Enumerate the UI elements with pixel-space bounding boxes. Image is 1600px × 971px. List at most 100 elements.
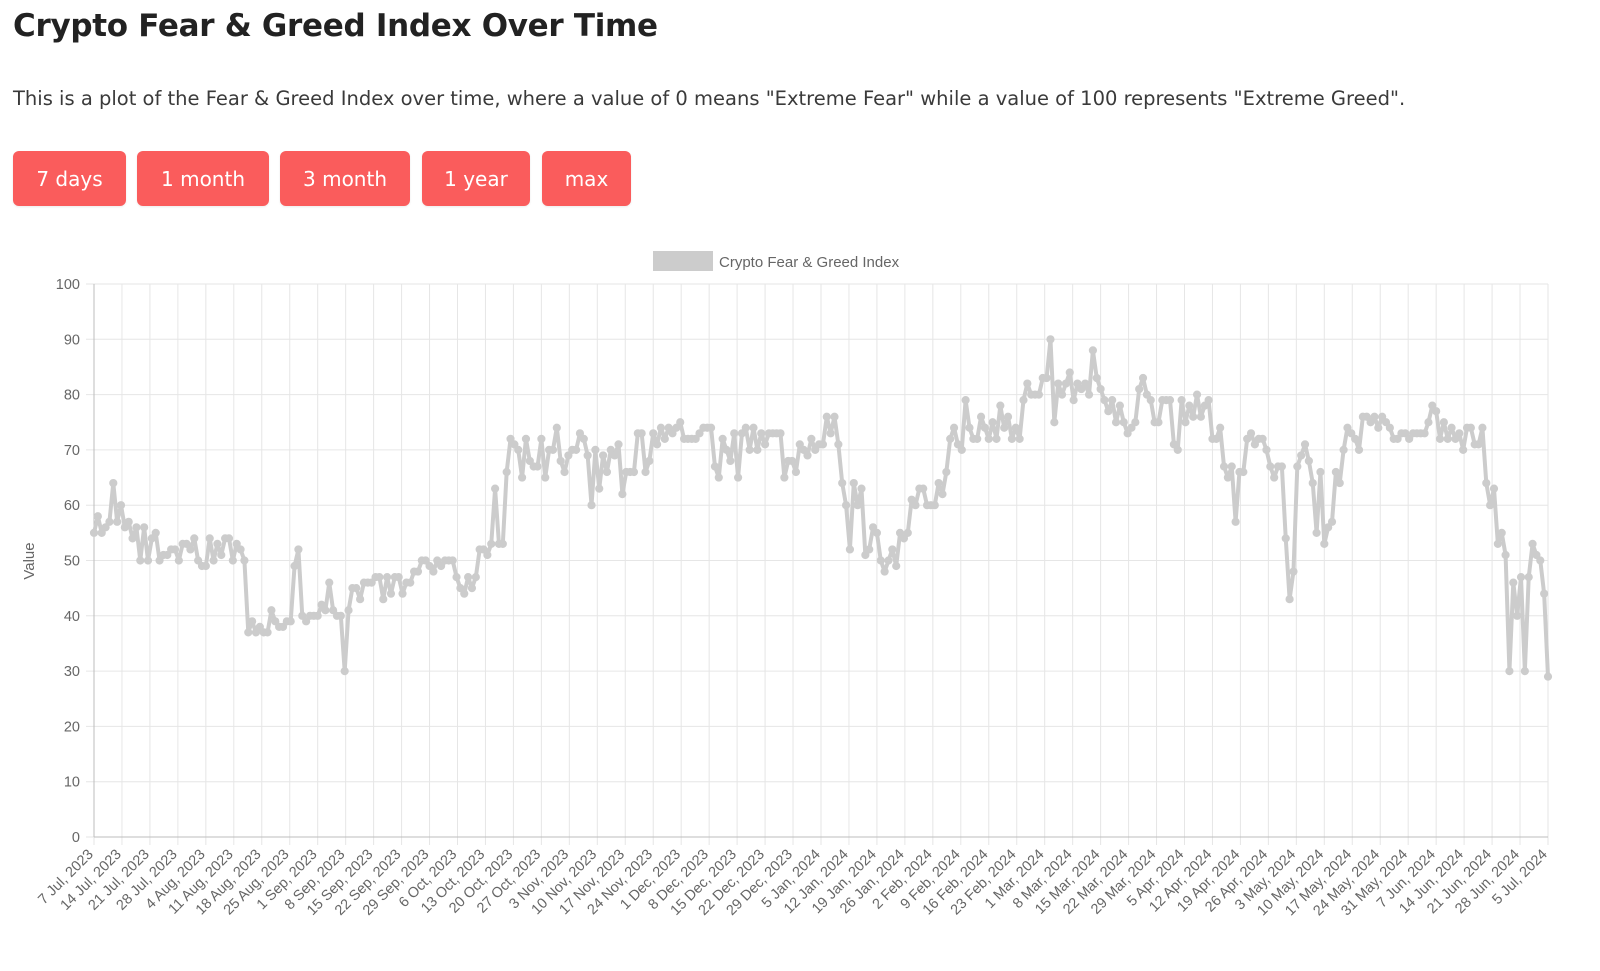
data-point[interactable]: [352, 584, 361, 593]
data-point[interactable]: [780, 473, 789, 482]
data-point[interactable]: [1528, 539, 1537, 549]
data-point[interactable]: [853, 501, 862, 510]
data-point[interactable]: [244, 628, 253, 637]
data-point[interactable]: [1304, 456, 1313, 466]
data-point[interactable]: [452, 572, 461, 582]
data-point[interactable]: [1374, 423, 1383, 432]
data-point[interactable]: [456, 584, 465, 593]
data-point[interactable]: [464, 572, 473, 582]
data-point[interactable]: [93, 512, 102, 521]
data-point[interactable]: [317, 600, 326, 609]
data-point[interactable]: [938, 490, 947, 499]
data-point[interactable]: [302, 617, 311, 626]
data-point[interactable]: [722, 445, 731, 454]
data-point[interactable]: [1073, 379, 1082, 388]
data-point[interactable]: [1428, 401, 1437, 410]
data-point[interactable]: [1185, 401, 1194, 410]
data-point[interactable]: [695, 429, 704, 438]
data-point[interactable]: [136, 556, 145, 565]
data-point[interactable]: [834, 440, 843, 449]
data-point[interactable]: [294, 545, 303, 554]
data-point[interactable]: [976, 412, 986, 421]
data-point[interactable]: [942, 467, 951, 477]
data-point[interactable]: [614, 440, 623, 449]
data-point[interactable]: [533, 462, 542, 471]
data-point[interactable]: [479, 545, 488, 554]
data-point[interactable]: [398, 589, 407, 598]
data-point[interactable]: [706, 423, 716, 432]
data-point[interactable]: [1324, 523, 1333, 532]
data-point[interactable]: [1277, 462, 1286, 471]
data-point[interactable]: [618, 490, 627, 499]
data-point[interactable]: [957, 445, 966, 454]
data-point[interactable]: [903, 528, 912, 537]
data-point[interactable]: [992, 434, 1001, 443]
data-point[interactable]: [151, 528, 160, 537]
data-point[interactable]: [857, 484, 866, 493]
data-point[interactable]: [845, 545, 855, 554]
data-point[interactable]: [1173, 445, 1182, 454]
data-point[interactable]: [1532, 550, 1541, 560]
data-point[interactable]: [518, 473, 527, 482]
data-point[interactable]: [1111, 418, 1121, 427]
data-point[interactable]: [163, 550, 172, 560]
data-point[interactable]: [872, 528, 882, 537]
data-point[interactable]: [437, 561, 446, 571]
range-7-days-button[interactable]: 7 days: [13, 151, 126, 206]
data-point[interactable]: [1192, 390, 1202, 399]
range-3-month-button[interactable]: 3 month: [280, 151, 410, 206]
data-point[interactable]: [1335, 478, 1344, 488]
data-point[interactable]: [949, 423, 959, 432]
data-point[interactable]: [290, 561, 299, 571]
data-point[interactable]: [787, 456, 797, 466]
data-point[interactable]: [502, 467, 511, 477]
data-point[interactable]: [1370, 412, 1379, 421]
data-point[interactable]: [791, 467, 801, 477]
data-point[interactable]: [861, 550, 870, 560]
data-point[interactable]: [602, 467, 612, 477]
data-point[interactable]: [116, 501, 126, 510]
data-point[interactable]: [1227, 462, 1236, 471]
data-point[interactable]: [668, 429, 677, 438]
data-point[interactable]: [537, 434, 546, 443]
data-point[interactable]: [984, 434, 993, 443]
data-point[interactable]: [541, 473, 550, 482]
data-point[interactable]: [170, 545, 180, 554]
data-point[interactable]: [1223, 473, 1232, 482]
data-point[interactable]: [1266, 462, 1275, 471]
data-point[interactable]: [124, 517, 133, 526]
data-point[interactable]: [448, 556, 457, 565]
range-1-year-button[interactable]: 1 year: [422, 151, 530, 206]
data-point[interactable]: [1493, 539, 1502, 549]
data-point[interactable]: [892, 561, 901, 571]
data-point[interactable]: [321, 606, 330, 615]
data-point[interactable]: [232, 539, 241, 549]
data-point[interactable]: [1347, 429, 1356, 438]
data-point[interactable]: [595, 484, 604, 493]
data-point[interactable]: [953, 440, 963, 449]
data-point[interactable]: [1509, 578, 1518, 587]
data-point[interactable]: [263, 628, 272, 637]
data-point[interactable]: [876, 556, 885, 565]
data-point[interactable]: [1459, 445, 1468, 454]
data-point[interactable]: [506, 434, 515, 443]
data-point[interactable]: [911, 501, 920, 510]
data-point[interactable]: [132, 523, 141, 532]
data-point[interactable]: [672, 423, 681, 432]
data-point[interactable]: [1451, 434, 1460, 443]
data-point[interactable]: [386, 589, 396, 598]
data-point[interactable]: [521, 434, 531, 443]
data-point[interactable]: [1212, 434, 1221, 443]
data-point[interactable]: [217, 550, 226, 560]
data-point[interactable]: [1270, 473, 1279, 482]
data-point[interactable]: [1181, 418, 1190, 427]
data-point[interactable]: [560, 467, 569, 477]
data-point[interactable]: [664, 423, 673, 432]
data-point[interactable]: [996, 401, 1005, 410]
data-point[interactable]: [510, 440, 519, 449]
range-1-month-button[interactable]: 1 month: [137, 151, 269, 206]
data-point[interactable]: [965, 423, 974, 432]
data-point[interactable]: [1401, 429, 1410, 438]
data-point[interactable]: [1065, 368, 1074, 377]
data-point[interactable]: [1216, 423, 1225, 432]
